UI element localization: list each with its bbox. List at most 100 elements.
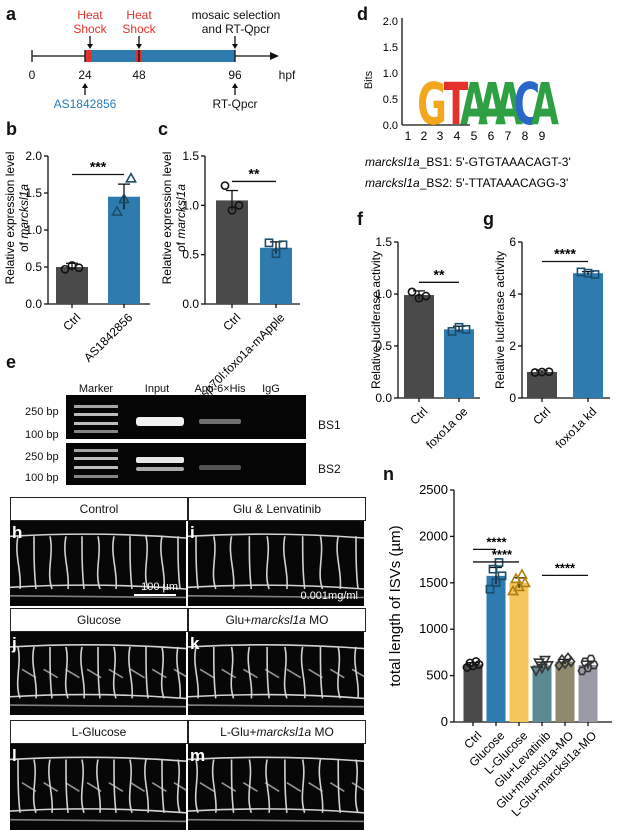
isv-vessel xyxy=(319,536,324,590)
data-point xyxy=(488,564,498,574)
cardinal-vessel xyxy=(188,595,364,599)
data-point xyxy=(590,270,600,279)
isv-vessel xyxy=(355,536,359,590)
isv-vessel xyxy=(337,759,342,813)
significance-stars: ** xyxy=(434,266,445,282)
panel-label-e: e xyxy=(6,352,16,372)
data-point xyxy=(497,571,507,581)
ectopic-sprout xyxy=(21,782,37,792)
panel-label-l: l xyxy=(12,746,17,765)
panel-label-b: b xyxy=(6,119,17,139)
vessel-network xyxy=(10,756,186,823)
timeline-diagram: Heat Shock Heat Shock mosaic selection a… xyxy=(29,8,296,111)
panel-label-d: d xyxy=(357,4,368,24)
gel-100bp-1: 100 bp xyxy=(25,429,59,441)
y-tick-label: 1.5 xyxy=(375,235,392,249)
isv-vessel xyxy=(80,759,85,814)
logo-letter: A xyxy=(531,71,559,138)
isv-vessel xyxy=(64,646,69,699)
y-tick-label: 0.0 xyxy=(25,297,42,311)
y-tick-label: 1000 xyxy=(419,621,448,636)
dorsal-vessel xyxy=(10,644,186,650)
isv-vessel xyxy=(282,536,289,590)
ectopic-sprout xyxy=(173,668,186,678)
ectopic-sprout xyxy=(86,782,102,792)
gel-igg-label: IgG xyxy=(262,383,280,395)
isv-vessel xyxy=(32,646,38,699)
bar xyxy=(532,665,552,722)
time-96: 96 xyxy=(228,68,242,82)
isv-vessel xyxy=(128,646,134,699)
panel-label-c: c xyxy=(158,119,168,139)
x-tick-label: foxo1a kd xyxy=(553,404,600,451)
micro-image-h: h 100 µm xyxy=(10,521,186,606)
gel-image-bs1 xyxy=(66,395,306,439)
isv-vessel xyxy=(129,536,133,590)
ectopic-sprout xyxy=(221,782,237,792)
gel-input-label: Input xyxy=(145,383,169,395)
time-24: 24 xyxy=(78,68,92,82)
label-glu-lenvatinib: Glu & Lenvatinib xyxy=(188,497,366,521)
logo-letter: C xyxy=(514,71,540,138)
y-tick-label: 0.5 xyxy=(182,248,199,262)
sequence-logo: Bits 0.0 0.5 1.0 1.5 2.0 1 2 3 4 5 6 7 8… xyxy=(363,16,571,190)
isv-vessel xyxy=(319,646,324,699)
treatment-bar xyxy=(85,50,235,62)
isv-vessel xyxy=(176,646,182,699)
y-tick-label: 2000 xyxy=(419,528,448,543)
micro-image-m: m xyxy=(188,744,364,830)
isv-vessel xyxy=(64,536,70,590)
ectopic-sprout xyxy=(199,782,215,792)
bar xyxy=(404,295,434,398)
ectopic-sprout xyxy=(243,668,258,679)
label-glu-mo: Glu+marcksl1a MO xyxy=(188,608,366,632)
data-point xyxy=(516,568,528,580)
concentration-label: 0.001mg/ml xyxy=(300,590,358,602)
ectopic-sprout xyxy=(108,668,124,679)
rt-qpcr-label: RT-Qpcr xyxy=(212,97,257,111)
isv-vessel xyxy=(266,536,270,590)
y-tick-label: 2500 xyxy=(419,482,448,497)
bar xyxy=(216,200,248,304)
logo-letter: T xyxy=(444,71,469,138)
time-48: 48 xyxy=(132,68,146,82)
logo-ytick: 0.0 xyxy=(383,120,398,132)
dorsal-vessel xyxy=(188,756,364,762)
isv-vessel xyxy=(266,646,270,699)
ectopic-sprout xyxy=(351,782,364,792)
vessel-network xyxy=(10,644,186,708)
x-tick-label: Ctrl xyxy=(60,310,83,333)
vessel-network xyxy=(188,756,364,823)
data-point xyxy=(542,660,554,672)
mosaic-rt-label: and RT-Qpcr xyxy=(202,22,270,36)
isv-vessel xyxy=(176,759,181,814)
ectopic-sprout xyxy=(308,668,323,679)
x-tick-label: Ctrl xyxy=(220,310,243,333)
isv-vessel xyxy=(194,759,199,814)
y-tick-label: 4 xyxy=(509,287,516,301)
cardinal-vessel xyxy=(188,808,364,814)
heat-shock-label-2: Heat xyxy=(126,8,152,22)
y-axis-label: total length of ISVs (µm) xyxy=(387,525,404,686)
panel-label-k: k xyxy=(190,634,200,653)
logo-ytick: 0.5 xyxy=(383,94,398,106)
bar xyxy=(509,582,529,722)
y-tick-label: 0.0 xyxy=(375,391,392,405)
ectopic-sprout xyxy=(264,782,280,792)
significance-stars: **** xyxy=(492,547,513,562)
isv-vessel xyxy=(230,759,235,813)
y-tick-label: 2.0 xyxy=(25,149,42,163)
dorsal-vessel xyxy=(188,533,364,539)
scale-bar xyxy=(134,594,176,596)
logo-ytick: 2.0 xyxy=(383,16,398,28)
isv-vessel xyxy=(81,536,85,590)
y-tick-label: 2 xyxy=(509,339,516,353)
y-tick-label: 1.0 xyxy=(375,287,392,301)
ectopic-sprout xyxy=(286,668,302,679)
isv-vessel xyxy=(80,646,86,699)
vessel-network xyxy=(10,533,186,599)
ectopic-sprout xyxy=(329,782,345,792)
label-control: Control xyxy=(10,497,188,521)
data-point xyxy=(74,263,84,273)
x-tick-label: Ctrl xyxy=(530,404,553,427)
